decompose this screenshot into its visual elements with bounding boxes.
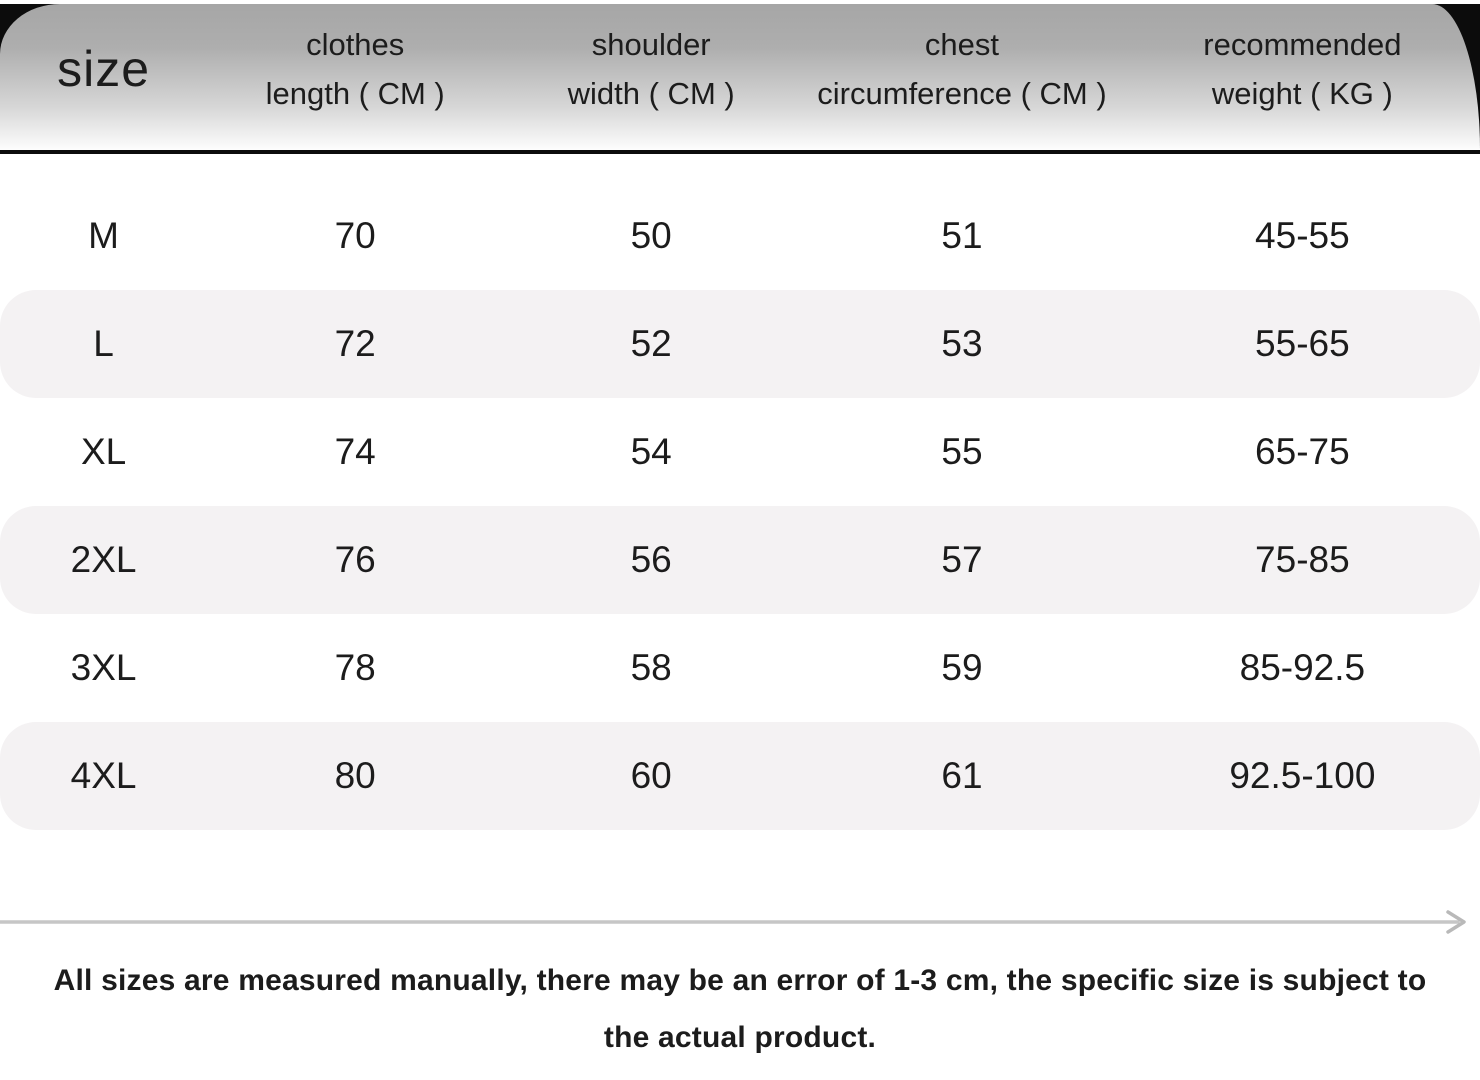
table-body: M 70 50 51 45-55 L 72 52 53 55-65 XL 74 … <box>0 154 1480 830</box>
column-header-chest-circumference: chest circumference ( CM ) <box>799 20 1125 118</box>
column-header-clothes-length: clothes length ( CM ) <box>207 20 503 118</box>
column-header-line1: clothes <box>306 27 405 62</box>
weight-cell: 92.5-100 <box>1229 755 1376 796</box>
size-cell: 3XL <box>70 647 137 688</box>
weight-cell: 75-85 <box>1255 539 1350 580</box>
note-line1: All sizes are measured manually, there m… <box>53 964 1427 997</box>
shoulder-width-cell: 54 <box>630 431 672 472</box>
size-cell: 2XL <box>70 539 137 580</box>
chest-circumference-cell: 51 <box>941 215 983 256</box>
table-row: 3XL 78 58 59 85-92.5 <box>0 614 1480 722</box>
size-cell: 4XL <box>70 755 137 796</box>
chest-circumference-cell: 59 <box>941 647 983 688</box>
note-line2: the actual product. <box>603 1021 877 1054</box>
column-header-size: size <box>57 41 151 97</box>
weight-cell: 45-55 <box>1255 215 1350 256</box>
column-header-line2: length ( CM ) <box>265 76 445 111</box>
chest-circumference-cell: 57 <box>941 539 983 580</box>
size-cell: L <box>93 323 114 364</box>
weight-cell: 65-75 <box>1255 431 1350 472</box>
clothes-length-cell: 74 <box>334 431 376 472</box>
column-header-line1: shoulder <box>591 27 711 62</box>
column-header-line2: circumference ( CM ) <box>817 76 1107 111</box>
column-header-line2: width ( CM ) <box>567 76 735 111</box>
column-header-shoulder-width: shoulder width ( CM ) <box>503 20 799 118</box>
shoulder-width-cell: 52 <box>630 323 672 364</box>
column-header-line1: recommended <box>1203 27 1402 62</box>
clothes-length-cell: 76 <box>334 539 376 580</box>
chest-circumference-cell: 53 <box>941 323 983 364</box>
clothes-length-cell: 70 <box>334 215 376 256</box>
table-row: XL 74 54 55 65-75 <box>0 398 1480 506</box>
table-row: 4XL 80 60 61 92.5-100 <box>0 722 1480 830</box>
table-row: 2XL 76 56 57 75-85 <box>0 506 1480 614</box>
column-header-line2: weight ( KG ) <box>1211 76 1393 111</box>
shoulder-width-cell: 50 <box>630 215 672 256</box>
shoulder-width-cell: 60 <box>630 755 672 796</box>
table-row: L 72 52 53 55-65 <box>0 290 1480 398</box>
size-cell: M <box>88 215 119 256</box>
chest-circumference-cell: 55 <box>941 431 983 472</box>
clothes-length-cell: 72 <box>334 323 376 364</box>
shoulder-width-cell: 58 <box>630 647 672 688</box>
header-backdrop: size clothes length ( CM ) shoulder widt… <box>0 4 1480 154</box>
chest-circumference-cell: 61 <box>941 755 983 796</box>
column-header-line1: chest <box>924 27 1000 62</box>
weight-cell: 55-65 <box>1255 323 1350 364</box>
clothes-length-cell: 80 <box>334 755 376 796</box>
table-row: M 70 50 51 45-55 <box>0 182 1480 290</box>
clothes-length-cell: 78 <box>334 647 376 688</box>
shoulder-width-cell: 56 <box>630 539 672 580</box>
table-header: size clothes length ( CM ) shoulder widt… <box>0 4 1480 150</box>
column-header-recommended-weight: recommended weight ( KG ) <box>1125 20 1480 118</box>
size-cell: XL <box>80 431 127 472</box>
measurement-note: All sizes are measured manually, there m… <box>0 952 1480 1066</box>
weight-cell: 85-92.5 <box>1239 647 1366 688</box>
divider-arrow-line <box>0 908 1480 936</box>
